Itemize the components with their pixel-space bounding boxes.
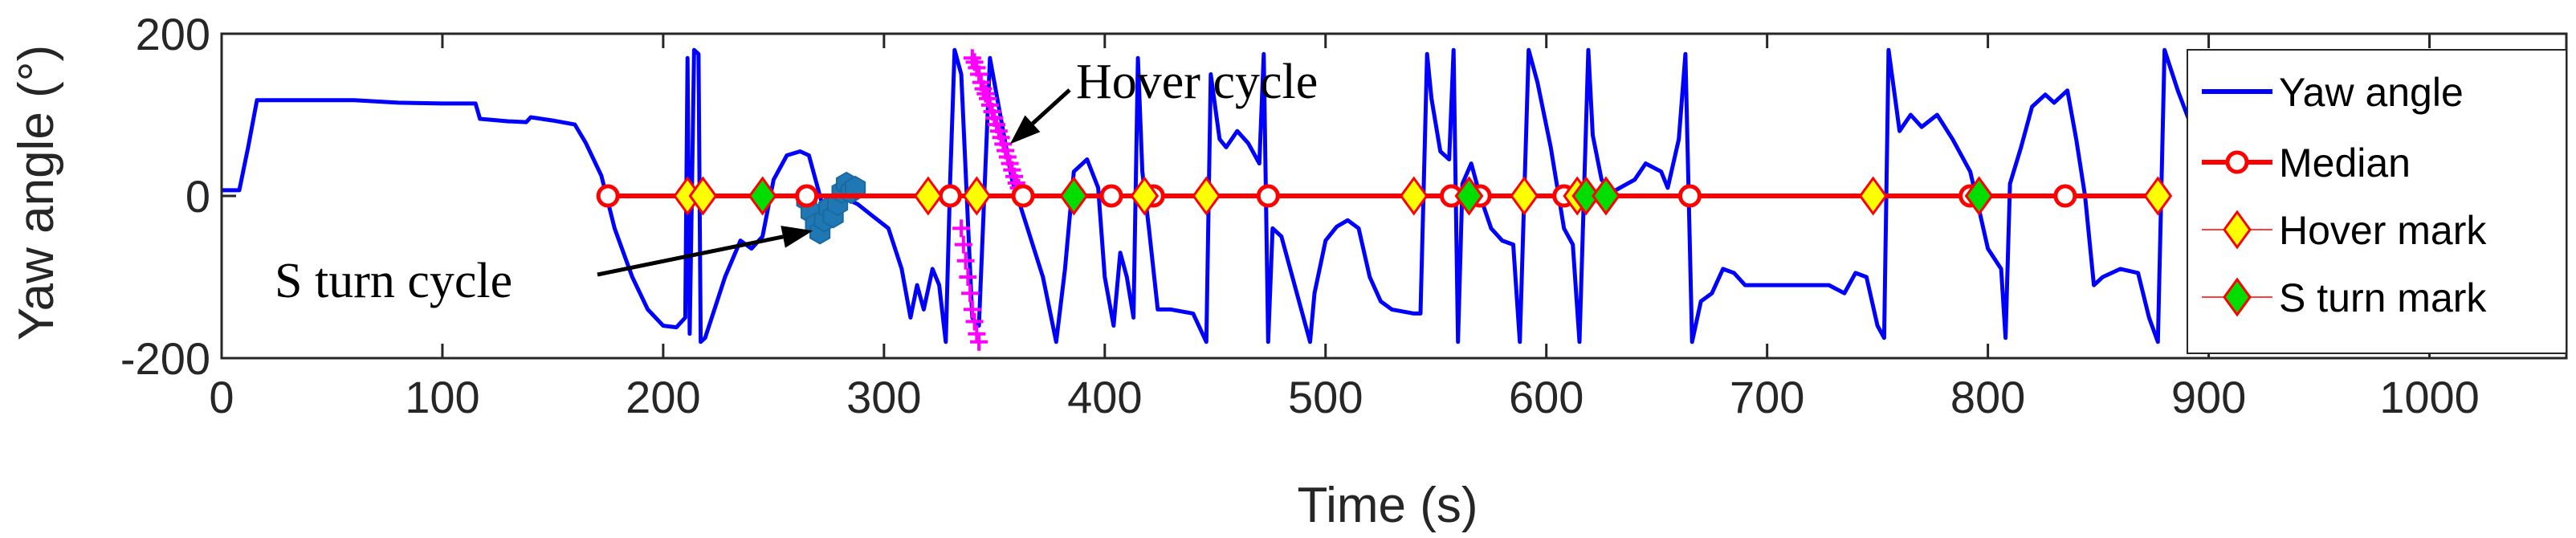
hover-cycle-point [952, 219, 971, 238]
x-tick-label: 0 [209, 372, 234, 422]
x-tick-label: 600 [1509, 372, 1584, 422]
legend-swatch-hover-marker [2223, 210, 2252, 250]
hover-mark-point [913, 176, 943, 216]
hover-mark-point [1399, 176, 1429, 216]
y-axis-title: Yaw angle (°) [9, 45, 64, 340]
hover-mark-point [688, 176, 718, 216]
x-tick-label: 300 [846, 372, 921, 422]
hover-cycle-point [954, 235, 972, 254]
hover-mark-point [1858, 176, 1888, 216]
x-tick-label: 1000 [2379, 372, 2480, 422]
s-turn-cycle-arrow-head [781, 226, 813, 248]
s-turn-cycle-point [845, 175, 866, 201]
annotation-hover-cycle: Hover cycle [1076, 55, 1318, 109]
x-tick-label: 500 [1288, 372, 1363, 422]
legend-swatch-sturn-marker [2223, 277, 2252, 317]
legend-frame [2187, 49, 2567, 354]
hover-mark-point [1510, 176, 1539, 216]
hover-cycle-point [970, 65, 988, 84]
legend-label-s-turn-mark: S turn mark [2279, 275, 2487, 320]
hover-mark-point [962, 176, 992, 216]
legend-label-hover-mark: Hover mark [2279, 208, 2487, 253]
x-axis-title: Time (s) [1298, 478, 1478, 533]
median-marker [795, 184, 819, 208]
legend: Yaw angle Median Hover mark S turn mark [2187, 49, 2567, 354]
s-turn-mark-point [748, 176, 777, 216]
hover-cycle-point [965, 312, 984, 331]
s-turn-cycle-arrow-shaft [597, 234, 784, 277]
hover-cycle-point [961, 284, 980, 303]
x-tick-label: 900 [2171, 372, 2246, 422]
hover-cycle-point [959, 268, 977, 286]
y-tick-label: 200 [136, 9, 210, 59]
x-tick-label: 200 [626, 372, 700, 422]
legend-label-median: Median [2279, 141, 2411, 185]
hover-cycle-point [968, 324, 986, 343]
hover-cycle-point [970, 332, 988, 351]
hover-mark-point [1192, 176, 1221, 216]
hover-cycle-point [963, 300, 981, 319]
median-marker [938, 184, 962, 208]
annotation-s-turn-cycle: S turn cycle [275, 254, 512, 308]
x-tick-label: 100 [405, 372, 479, 422]
hover-cycle-arrow-shaft [1031, 88, 1071, 125]
x-tick-label: 800 [1950, 372, 2025, 422]
legend-label-yaw-angle: Yaw angle [2279, 70, 2464, 115]
hover-mark-point [1130, 176, 1160, 216]
annotation-layer: Hover cycle S turn cycle [275, 55, 1318, 308]
s-turn-mark-point [1059, 176, 1089, 216]
median-marker [1677, 184, 1702, 208]
legend-swatch-median-marker [2225, 150, 2249, 174]
median-marker [1099, 184, 1123, 208]
x-tick-label: 400 [1067, 372, 1142, 422]
median-marker [1256, 184, 1280, 208]
y-tick-label: 0 [185, 171, 210, 222]
s-turn-mark-point [1454, 176, 1484, 216]
median-marker [596, 184, 620, 208]
s-turn-cycle-arrow [597, 226, 813, 277]
hover-cycle-arrow [1009, 88, 1071, 145]
hover-cycle-point [963, 49, 981, 67]
median-marker [1011, 184, 1035, 208]
s-turn-mark-point [1592, 176, 1620, 216]
s-turn-mark-point [1571, 176, 1601, 216]
x-tick-label: 700 [1730, 372, 1804, 422]
hover-cycle-arrow-head [1009, 115, 1041, 145]
y-tick-label: -200 [120, 333, 210, 384]
median-marker [2053, 184, 2077, 208]
series-layer [222, 47, 2568, 351]
hover-cycle-point [956, 251, 975, 270]
s-turn-mark-point [1964, 176, 1994, 216]
hover-mark-point [2143, 176, 2173, 216]
